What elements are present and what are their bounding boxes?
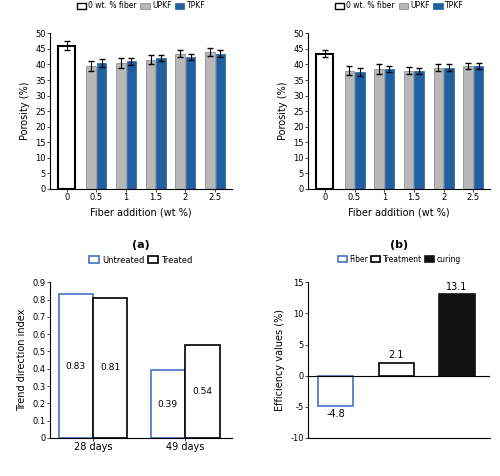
Bar (58, 46, 75, 189)
Bar (97, 63, 106, 189)
Y-axis label: Porosity (%): Porosity (%) (20, 82, 30, 140)
Bar (434, 68, 443, 189)
Bar (404, 70, 413, 189)
Bar (205, 52, 214, 189)
Text: 0.54: 0.54 (192, 387, 212, 396)
Bar (355, 72, 364, 189)
Text: 13.1: 13.1 (446, 282, 468, 292)
Bar (384, 69, 394, 189)
Y-axis label: Trend direction index: Trend direction index (17, 309, 27, 411)
Text: (b): (b) (390, 240, 408, 250)
Y-axis label: Porosity (%): Porosity (%) (278, 82, 288, 140)
Bar (378, 363, 414, 376)
Legend: 0 wt. % fiber, UPKF, TPKF: 0 wt. % fiber, UPKF, TPKF (332, 0, 466, 13)
Text: 0.39: 0.39 (158, 400, 178, 409)
Bar (116, 63, 126, 189)
Bar (185, 345, 220, 438)
Bar (93, 298, 128, 438)
Bar (440, 294, 474, 376)
Text: 0.81: 0.81 (100, 363, 120, 372)
X-axis label: Fiber addition (wt %): Fiber addition (wt %) (90, 208, 192, 218)
Bar (176, 53, 185, 189)
Bar (126, 61, 136, 189)
Bar (58, 295, 93, 438)
Y-axis label: Efficiency values (%): Efficiency values (%) (275, 309, 285, 411)
Bar (146, 60, 156, 189)
Bar (344, 70, 354, 189)
Bar (374, 69, 384, 189)
Bar (316, 53, 334, 189)
Bar (186, 57, 196, 189)
Text: 2.1: 2.1 (388, 350, 404, 360)
Bar (444, 68, 454, 189)
Bar (156, 58, 166, 189)
Legend: Fiber, Treatment, curing: Fiber, Treatment, curing (334, 252, 464, 267)
Bar (464, 66, 473, 189)
Text: (a): (a) (132, 240, 150, 250)
Bar (216, 53, 225, 189)
Bar (318, 376, 354, 406)
Bar (86, 66, 96, 189)
Bar (150, 370, 185, 438)
Text: 0.83: 0.83 (66, 362, 86, 371)
Bar (414, 70, 424, 189)
Bar (474, 66, 484, 189)
Legend: Untreated, Treated: Untreated, Treated (86, 252, 196, 268)
Text: -4.8: -4.8 (326, 409, 345, 419)
Legend: 0 wt. % fiber, UPKF, TPKF: 0 wt. % fiber, UPKF, TPKF (74, 0, 208, 13)
X-axis label: Fiber addition (wt %): Fiber addition (wt %) (348, 208, 450, 218)
